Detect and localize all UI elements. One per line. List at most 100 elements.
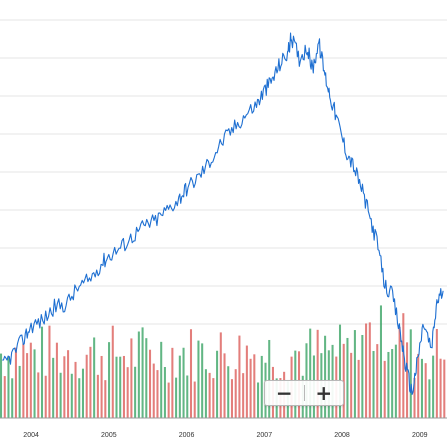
volume-bar [37,372,40,418]
volume-bar [346,337,349,418]
volume-bar [145,338,148,418]
volume-bar [130,338,133,418]
volume-bar [435,328,438,418]
zoom-controls: − + [264,380,344,406]
x-tick-label: 2006 [179,432,195,439]
x-tick-label: 2007 [257,432,273,439]
volume-bar [223,353,226,418]
volume-bar [44,375,47,418]
x-tick-label: 2004 [23,432,39,439]
volume-bar [230,379,233,418]
volume-bar [443,359,446,418]
x-axis: 2004 2005 2006 2007 2008 2009 [23,432,427,439]
volume-bar [379,305,382,418]
volume-bar [178,355,181,418]
volume-bar [316,329,319,418]
zoom-separator [303,385,305,401]
volume-bar [394,344,397,418]
volume-bar [204,369,207,418]
volume-bar [89,346,92,418]
volume-bar [338,324,342,418]
volume-bar [361,334,364,418]
volume-bar [74,361,77,418]
volume-bar [104,380,107,418]
volume-bar [439,358,442,418]
volume-bar [108,342,111,418]
volume-bar [372,350,375,418]
volume-bar [3,376,6,418]
volume-bar [201,343,204,418]
volume-bar [26,353,29,418]
volume-bar [22,343,25,418]
volume-bar [432,355,435,418]
volume-bar [387,351,390,418]
volume-bar [63,356,66,418]
volume-bar [96,374,99,418]
volume-bar [350,352,353,418]
volume-bar [52,357,55,418]
volume-bar [18,365,21,418]
volume-bar [268,339,271,418]
volume-bar [115,356,118,418]
volume-bar [156,370,159,418]
volume-bar [119,356,122,418]
x-tick-label: 2009 [412,432,428,439]
volume-bar [100,355,103,418]
volume-bar [70,373,73,418]
volume-bar [257,382,260,418]
volume-bar [357,359,360,418]
volume-bar [7,356,10,418]
volume-bar [189,329,193,418]
volume-bar [78,378,81,418]
volume-bar [126,367,129,418]
volume-layer [0,305,447,419]
volume-bar [219,332,222,418]
volume-bar [260,355,263,418]
volume-bar [171,347,174,418]
volume-bar [368,322,371,418]
volume-bar [182,347,185,418]
volume-bar [197,340,200,418]
volume-bar [428,379,431,418]
volume-bar [413,377,416,418]
volume-bar [67,350,70,418]
volume-bar [33,349,36,418]
volume-bar [175,377,178,418]
volume-bar [55,342,58,418]
volume-bar [353,330,356,418]
volume-bar [14,347,17,418]
volume-bar [398,327,401,418]
volume-bar [11,378,14,418]
volume-bar [424,363,427,418]
volume-bar [417,353,420,418]
volume-bar [40,326,44,418]
volume-bar [383,360,386,418]
volume-bar [253,354,256,418]
x-tick-label: 2005 [101,432,117,439]
volume-bar [365,323,368,418]
volume-bar [48,325,51,418]
volume-bar [208,372,211,418]
volume-bar [420,358,423,418]
zoom-out-button[interactable]: − [265,381,304,405]
volume-bar [141,327,144,418]
volume-bar [324,335,327,418]
volume-bar [249,358,252,418]
volume-bar [193,381,196,418]
volume-bar [160,341,163,418]
volume-bar [376,344,379,418]
volume-bar [245,345,248,418]
volume-bar [167,382,170,418]
volume-bar [409,329,412,418]
zoom-in-button[interactable]: + [305,381,344,405]
grid-layer [0,19,447,325]
volume-bar [391,349,394,418]
volume-bar [93,337,96,418]
volume-bar [406,342,409,418]
volume-bar [134,366,137,418]
volume-bar [227,366,230,418]
volume-bar [242,373,245,419]
volume-bar [122,355,125,418]
